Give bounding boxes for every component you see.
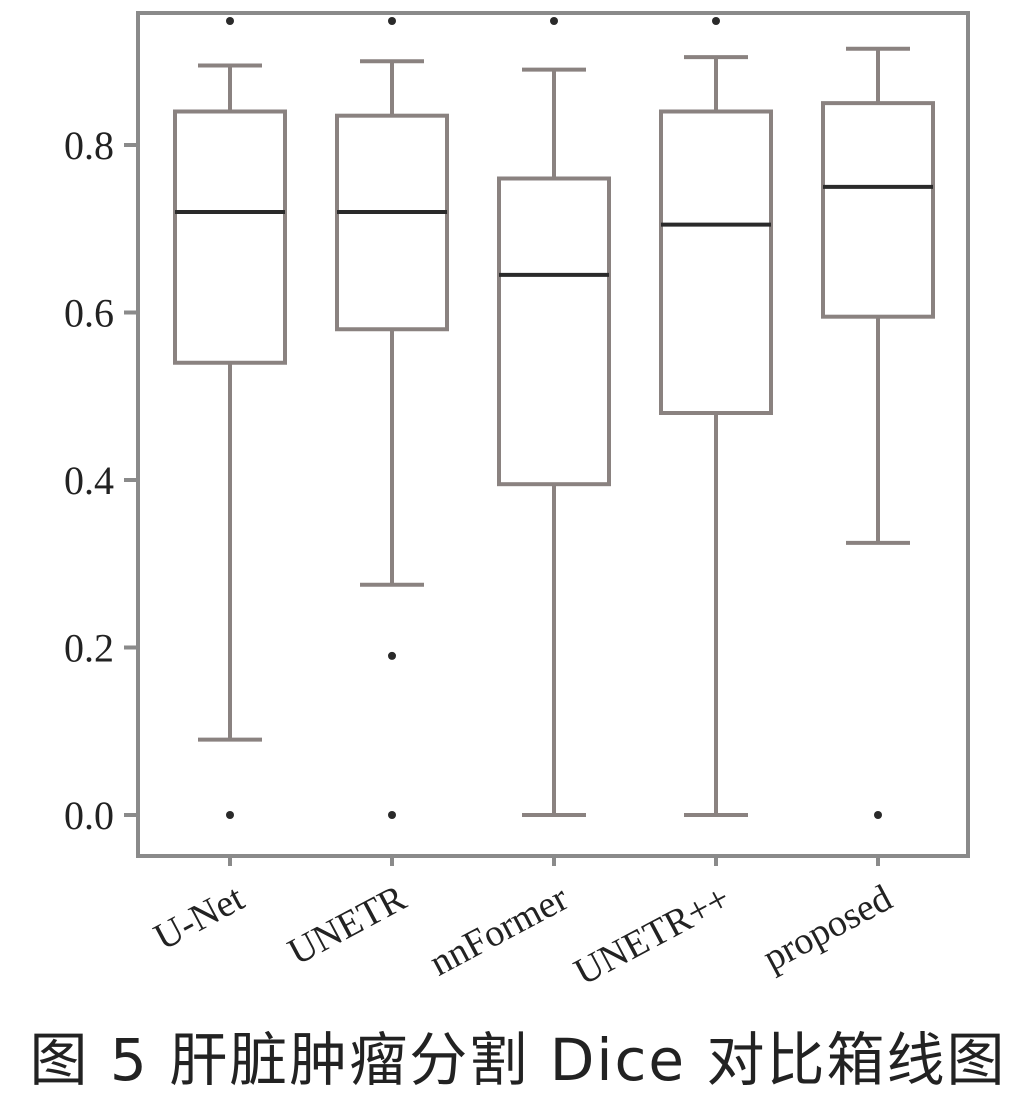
y-tick-label: 0.6: [64, 291, 114, 336]
box-group: [821, 46, 935, 819]
outlier-point: [388, 17, 396, 25]
x-tick-label: UNETR++: [568, 877, 737, 994]
boxes: [173, 17, 935, 819]
box-iqr: [659, 109, 773, 415]
y-tick-label: 0.8: [64, 123, 114, 168]
x-tick-label: UNETR: [281, 877, 413, 974]
figure-caption: 图 5 肝脏肿瘤分割 Dice 对比箱线图: [29, 1026, 1007, 1094]
y-axis: 0.0 0.2 0.4 0.6 0.8: [64, 123, 138, 838]
box-iqr: [821, 101, 935, 319]
outlier-point: [388, 651, 396, 660]
x-tick-label: nnFormer: [423, 877, 575, 985]
box-iqr: [173, 109, 287, 365]
x-tick-label: U-Net: [147, 877, 251, 959]
box-iqr: [335, 113, 449, 332]
outlier-point: [874, 811, 882, 819]
outlier-point: [712, 17, 720, 25]
box-group: [173, 17, 287, 819]
y-tick-label: 0.0: [64, 793, 114, 838]
y-tick-label: 0.2: [64, 626, 114, 671]
outlier-point: [226, 811, 234, 819]
box-plot-chart: 0.0 0.2 0.4 0.6 0.8 U-Net UNETR nnFormerUNETR+…: [64, 11, 970, 994]
box-group: [497, 17, 611, 817]
box-iqr: [497, 176, 611, 487]
x-tick-label: proposed: [756, 877, 899, 979]
outlier-point: [388, 811, 396, 819]
box-group: [335, 17, 449, 819]
box-group: [659, 17, 773, 817]
y-tick-label: 0.4: [64, 458, 114, 503]
outlier-point: [550, 17, 558, 25]
outlier-point: [226, 17, 234, 25]
